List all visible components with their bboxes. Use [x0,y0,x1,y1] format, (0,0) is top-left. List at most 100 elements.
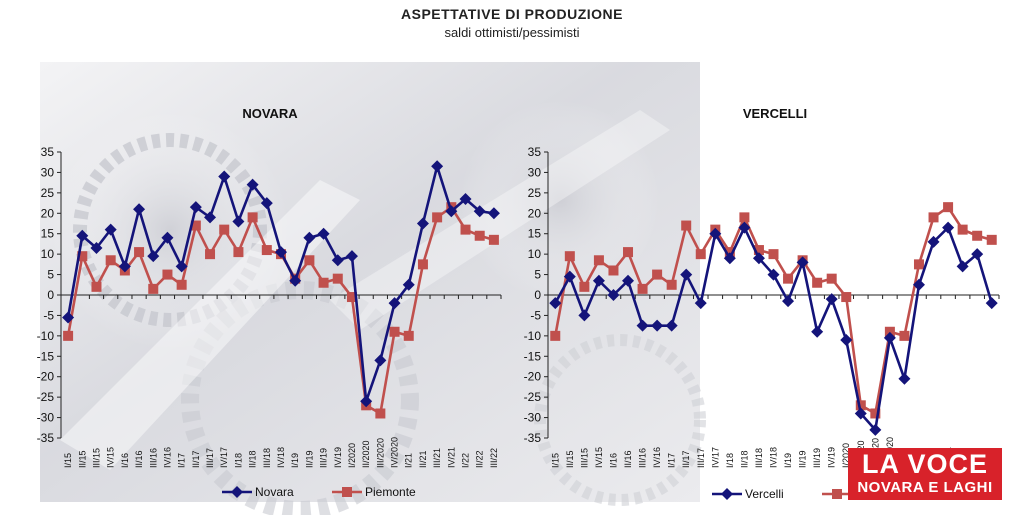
y-tick-label: 10 [528,247,542,261]
x-tick-label: III/17 [205,448,215,468]
y-tick-label: 35 [41,145,55,159]
x-tick-label: III/16 [638,448,648,468]
la-voce-logo: LA VOCE NOVARA E LAGHI [848,448,1002,500]
data-point [190,220,201,231]
data-point [550,330,561,341]
data-point [460,224,471,235]
x-tick-label: III/21 [432,448,442,468]
data-point [189,201,202,214]
data-point [488,234,499,245]
data-point [62,311,75,324]
x-tick-label: II/22 [475,450,485,468]
data-point [289,274,302,287]
x-tick-label: IV/2020 [390,437,400,468]
data-point [752,252,765,265]
data-point [388,297,401,310]
data-point [303,231,316,244]
x-tick-label: IV/15 [594,447,604,468]
data-point [608,265,619,276]
y-tick-label: 15 [41,227,55,241]
data-point [942,221,955,234]
data-point [389,326,400,337]
x-tick-label: IV/21 [446,447,456,468]
data-point [331,254,344,267]
data-point [147,250,160,263]
data-point [811,325,824,338]
data-point [345,250,358,263]
data-point [134,247,145,258]
y-tick-label: 15 [528,227,542,241]
x-tick-label: IV/19 [827,447,837,468]
y-tick-label: 30 [41,165,55,179]
y-tick-label: -5 [43,308,54,322]
y-tick-label: -25 [37,390,55,404]
y-tick-label: 30 [528,165,542,179]
x-tick-label: III/18 [262,448,272,468]
data-point [956,260,969,273]
data-point [579,281,590,292]
y-tick-label: -10 [37,329,55,343]
x-tick-label: I/18 [233,453,243,468]
data-point [332,273,343,284]
data-point [445,205,458,218]
data-point [233,247,244,258]
data-point [402,278,415,291]
x-tick-label: II/2020 [361,440,371,468]
data-point [986,234,997,245]
data-point [432,212,443,223]
data-point [261,245,272,256]
data-point [304,255,315,266]
y-tick-label: -5 [530,308,541,322]
data-point [204,211,217,224]
data-point [375,408,386,419]
data-point [869,423,882,436]
y-tick-label: 5 [534,268,541,282]
chart-0: NOVARA 35 30 25 20 15 10 5 0 -5 -10 -15 -20 -25 -30 -35… [37,106,502,499]
data-point [783,273,794,284]
y-tick-label: -15 [524,349,542,363]
data-point [63,330,74,341]
data-point [738,221,751,234]
x-tick-label: I/18 [725,453,735,468]
x-tick-label: II/16 [134,450,144,468]
data-point [219,224,230,235]
data-point [473,205,486,218]
data-point [161,231,174,244]
data-point [246,178,259,191]
data-point [360,395,373,408]
data-point [118,260,131,273]
data-point [870,408,881,419]
data-point [592,274,605,287]
x-tick-label: I/15 [63,453,73,468]
y-tick-label: 0 [534,288,541,302]
x-tick-label: I/19 [783,453,793,468]
page-subtitle: saldi ottimisti/pessimisti [444,25,580,40]
data-point [928,212,939,223]
data-point [899,330,910,341]
x-tick-label: IV/17 [710,447,720,468]
data-point [232,215,245,228]
x-tick-label: II/16 [623,450,633,468]
data-point [148,283,159,294]
data-point [275,246,287,259]
data-point [636,319,649,332]
data-point [840,333,853,346]
data-point [913,259,924,270]
data-point [826,273,837,284]
y-tick-label: -35 [524,431,542,445]
y-tick-label: 0 [47,288,54,302]
data-point [607,289,620,301]
data-point [739,212,750,223]
data-point [768,249,779,260]
y-tick-label: 20 [528,206,542,220]
data-point [680,268,693,281]
x-tick-label: IV/16 [652,447,662,468]
x-tick-label: III/19 [812,448,822,468]
data-point [593,255,604,266]
data-point [175,260,188,273]
x-tick-label: I/16 [120,453,130,468]
data-point [403,330,414,341]
x-tick-label: IV/16 [162,447,172,468]
data-point [374,354,387,367]
